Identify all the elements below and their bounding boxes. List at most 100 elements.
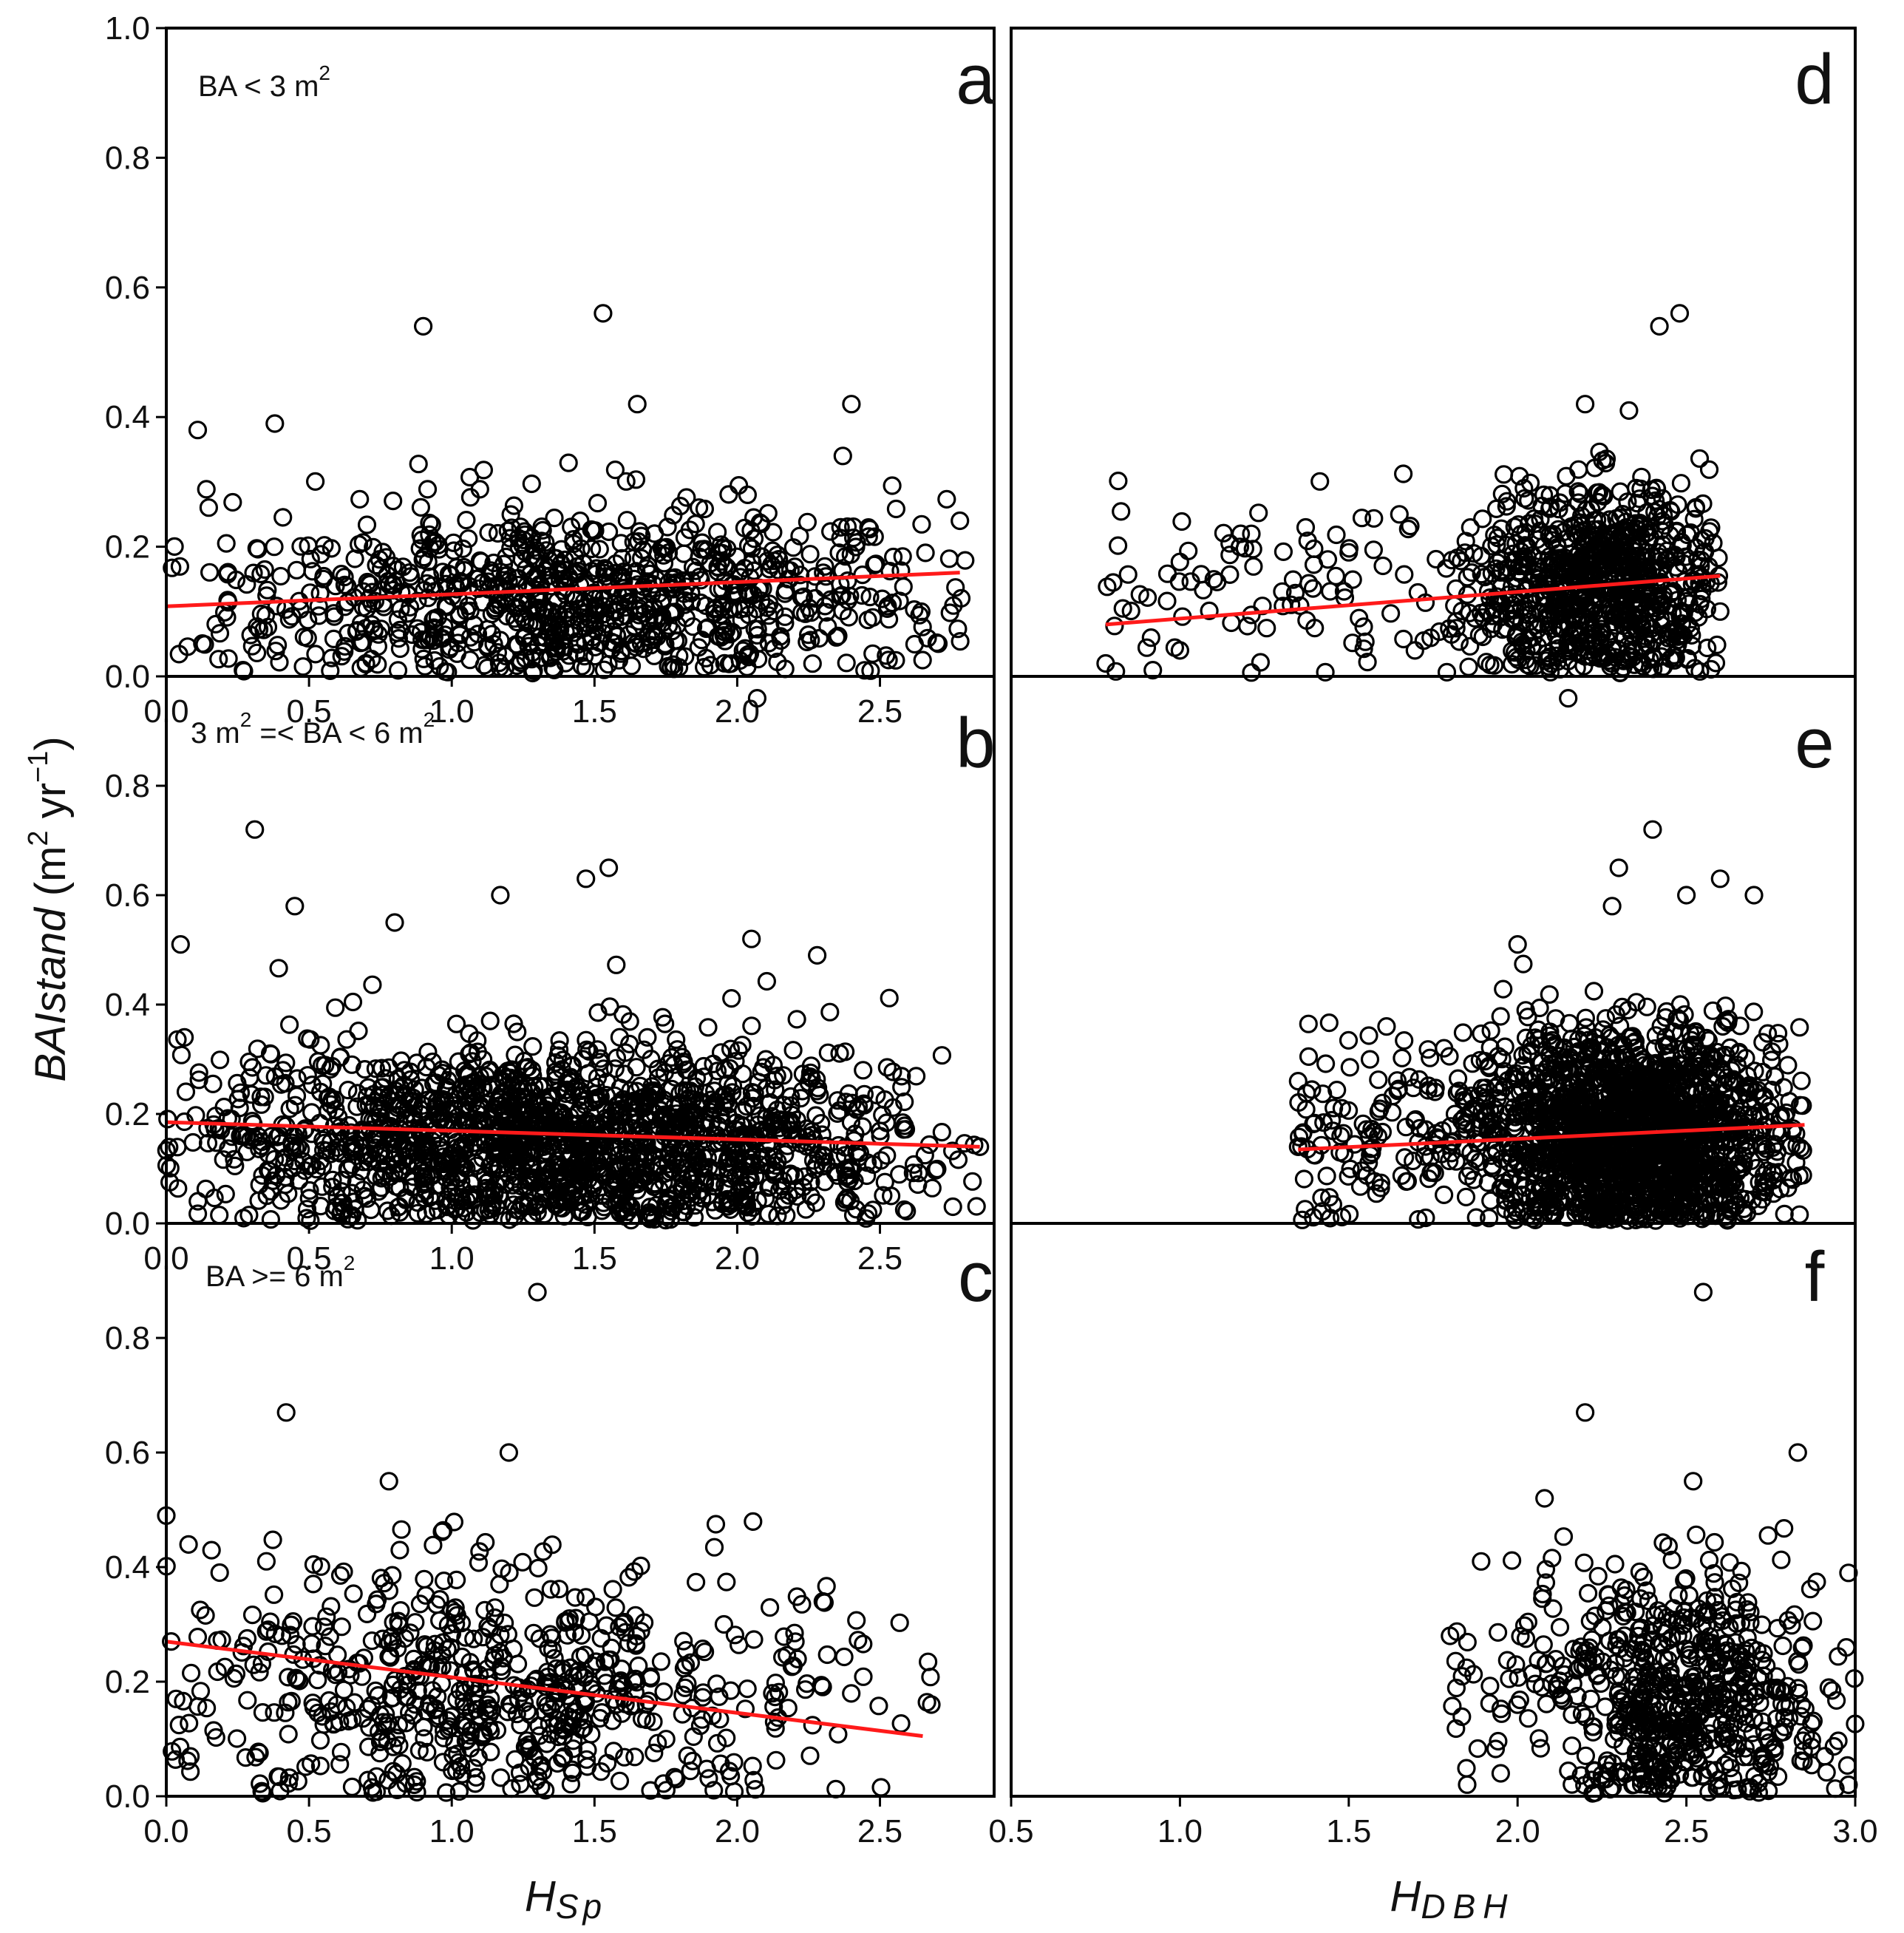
data-point [612,548,632,568]
data-point [1112,502,1131,521]
data-point [415,656,435,676]
y-tick-label: 0.2 [105,529,150,565]
y-tick-label: 0.4 [105,399,150,435]
data-point [1395,565,1414,584]
data-point [287,560,306,580]
data-point [768,652,787,672]
data-point [392,582,411,602]
data-point [692,631,712,650]
data-point [480,1011,500,1030]
data-point [778,560,797,579]
data-point [559,453,578,472]
data-point [798,512,817,531]
data-point-outlier [807,945,827,965]
x-tick-label: 2.5 [857,1240,902,1277]
fit-line-a [166,571,960,608]
data-point [293,657,313,676]
data-point-outlier [245,820,265,839]
data-point [1141,628,1160,648]
data-point [1775,1204,1794,1224]
data-point [721,654,741,673]
data-point [616,472,636,491]
data-point [531,576,551,596]
x-tick-label: 1.5 [572,693,617,730]
data-point [760,560,779,579]
data-point [1437,662,1457,682]
data-point [335,567,354,587]
data-point [210,624,230,643]
data-point [937,489,956,509]
data-point [182,1663,201,1682]
data-point [1172,512,1191,531]
data-point [948,619,968,639]
data-point [1381,604,1401,623]
data-point [1242,663,1261,682]
data-point [829,1725,848,1744]
data-point-outlier [385,913,404,932]
data-point [248,617,267,636]
data-point [263,1530,282,1549]
data-point [815,557,834,576]
y-tick-label: 0.8 [105,768,150,804]
panels-layer: 0.00.20.40.60.81.00.0 0.5 1.0 1.5 2.0 2.50.00… [105,10,1878,1849]
points-a [163,304,975,683]
panel-c: 0.00.20.40.60.80.0 0.5 1.0 1.5 2.0 2.5 [105,1222,996,1849]
data-point [928,634,948,653]
data-point [617,511,636,530]
data-point [291,537,310,556]
data-point [1790,1205,1809,1224]
data-point [356,1059,375,1079]
data-point-outlier [285,897,305,916]
data-point [729,475,749,495]
data-point-outlier [1576,395,1595,414]
data-point [324,604,344,623]
data-point [800,545,820,564]
data-point [577,1588,596,1607]
data-point [302,1103,322,1122]
data-point [219,649,238,668]
data-point [735,639,755,658]
x-tick-label: 0.5 [287,693,332,730]
data-point [894,577,913,597]
data-point [865,527,884,546]
data-point [626,470,646,489]
data-point [497,547,516,567]
data-point [349,1021,368,1041]
y-tick-label: 0.8 [105,140,150,176]
data-point [414,649,433,669]
x-tick-label: 1.5 [572,1240,617,1277]
data-point [651,1652,671,1671]
data-point [1364,540,1384,560]
points-b [157,688,990,1230]
data-point-outlier [413,316,433,336]
data-point [209,650,228,669]
data-point [698,1018,718,1037]
data-point [1118,565,1138,584]
data-point [906,1067,926,1086]
data-point [298,628,317,648]
data-point [711,551,731,571]
data-point [251,564,271,584]
data-point [847,1611,866,1630]
data-point [1194,580,1213,599]
data-point [874,1186,893,1205]
data-point [879,610,899,629]
data-point [913,650,932,670]
data-point [453,539,472,559]
data-point [631,548,651,568]
data-point [299,536,318,555]
data-point [251,604,271,624]
data-point [642,622,662,641]
data-point [577,1030,596,1050]
data-point [350,534,369,554]
data-point [588,493,608,513]
data-point [298,1066,317,1085]
data-point [863,644,883,663]
data-point [674,544,693,563]
x-tick-label: 2.5 [857,1813,902,1849]
data-point [676,647,695,666]
data-point [183,1132,203,1152]
data-point [388,610,408,629]
data-point [313,569,333,588]
